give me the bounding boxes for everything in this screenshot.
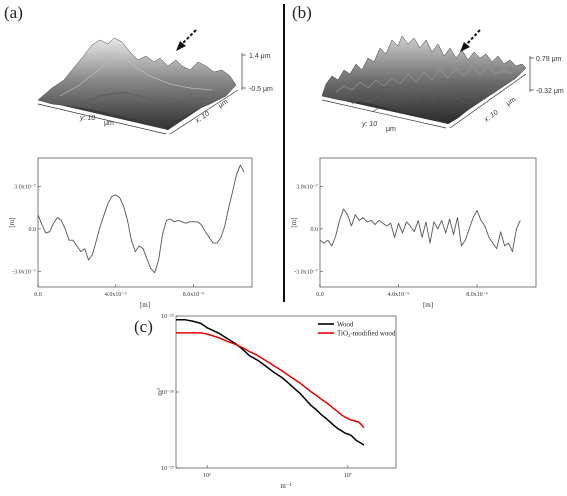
surface-b-x-label: x: 10 [482,109,499,124]
surface-a-x-axis [169,89,239,135]
y-tick-label: -3.0x10⁻⁷ [12,269,36,275]
y-axis-label: m³ [156,388,164,396]
x-tick-label: 8.0x10⁻⁶ [466,292,488,298]
x-axis-label: [m] [423,301,433,309]
panel-b-label: (b) [292,3,312,22]
y-tick-label: 10⁻²⁵ [161,314,174,320]
surface-a-pointer-arrowhead [176,41,186,51]
panel-a-label: (a) [4,3,23,22]
x-tick-label: 8.0x10⁻⁶ [183,292,205,298]
panel-c-label: (c) [134,317,153,336]
series-line-1 [176,319,365,446]
plot-frame [37,157,253,288]
surface-a-relief [37,37,237,131]
surface-a-y-label: y: 10 [79,115,95,122]
y-tick-label: 3.0x10⁻⁷ [14,184,36,190]
surface-b-zmax-label: 0.79 μm [536,56,562,63]
y-tick-label: 10⁻²⁷ [161,466,174,472]
x-tick-label: 4.0x10⁻⁶ [388,292,410,298]
legend-label: Wood [337,321,354,329]
afm-surface-a: 1.4 μm -0.5 μm y: 10 μm x: 10 μm [37,29,273,135]
surface-a-y-axis [37,103,167,135]
surface-b-pointer-arrowhead [460,42,470,52]
surface-a-ridge [59,53,213,97]
surface-b-texture [335,65,513,93]
x-tick-label: 10⁷ [344,473,352,479]
surface-b-texture [371,97,473,113]
surface-b-relief [321,35,527,125]
series-line-2 [176,332,365,429]
x-axis-label: m⁻¹ [280,482,291,490]
surface-a-y-unit: μm [104,120,114,127]
surface-b-y-label: y: 10 [361,121,377,128]
surface-b-x-unit: μm [505,96,517,107]
y-tick-label: 3.0x10⁻⁷ [296,184,318,190]
surface-b-texture [351,81,497,105]
surface-a-ridge [79,91,205,105]
surface-a-zmax-label: 1.4 μm [249,53,271,60]
surface-b-y-unit: μm [386,126,396,133]
y-tick-label: 0.0 [311,227,319,233]
x-tick-label: 10⁶ [203,473,211,479]
surface-b-y-axis [321,99,447,129]
y-axis-label: [m] [8,217,16,227]
y-tick-label: 10⁻²⁶ [161,390,174,396]
y-tick-label: 0.0 [29,227,37,233]
series-line-1 [319,208,521,253]
surface-a-x-label: x: 10 [193,110,210,125]
x-axis-label: [m] [140,301,150,309]
y-axis-label: [m] [290,217,298,227]
surface-a-pointer-arrow [180,29,197,46]
surface-a-zmin-label: -0.5 μm [249,86,273,93]
y-tick-label: -3.0x10⁻⁷ [294,269,318,275]
x-tick-label: 0.0 [316,292,324,298]
x-tick-label: 0.0 [34,292,42,298]
surface-b-pointer-arrow [464,29,481,47]
profile-chart-a: 0.0 4.0x10⁻⁶ 8.0x10⁻⁶ 3.0x10⁻⁷ 0.0 -3.0x10⁻⁷ [… [8,157,253,309]
series-line-1 [37,164,245,274]
profile-chart-b: 0.0 4.0x10⁻⁶ 8.0x10⁻⁶ 3.0x10⁻⁷ 0.0 -3.0x10⁻⁷ [… [290,157,537,309]
surface-b-zmin-label: -0.32 μm [536,88,564,95]
surface-a-x-unit: μm [217,98,229,109]
legend-label: TiO₂-modified wood [337,330,396,338]
afm-surface-b: 0.79 μm -0.32 μm y: 10 μm x: 10 μm [321,29,564,133]
plot-frame [319,157,537,288]
x-tick-label: 4.0x10⁻⁶ [105,292,127,298]
psd-chart: 10⁶ 10⁷ 10⁻²⁵ 10⁻²⁶ 10⁻²⁷ m⁻¹ m³ WoodTiO₂-modif… [156,314,397,490]
surface-b-x-axis [449,73,527,129]
